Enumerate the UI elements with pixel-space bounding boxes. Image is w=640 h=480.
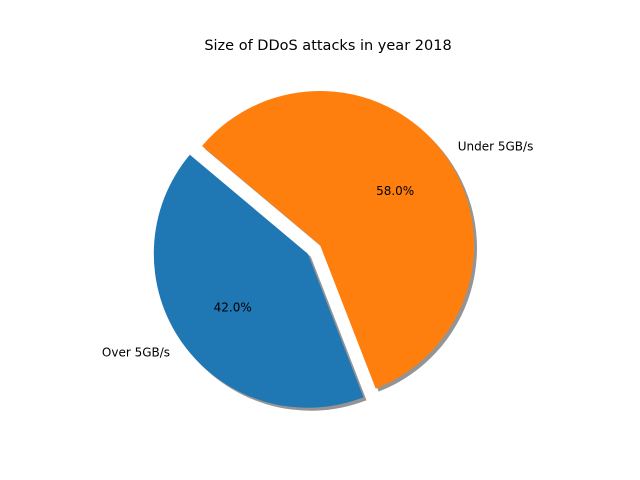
slice-under-5gb-s: [202, 90, 474, 389]
slice-label-under-5gb-s: Under 5GB/s: [458, 139, 534, 153]
slice-labels: Over 5GB/s 42.0% Under 5GB/s 58.0%: [102, 139, 533, 359]
slice-percent-over-5gb-s: 42.0%: [214, 301, 252, 315]
slice-percent-under-5gb-s: 58.0%: [376, 184, 414, 198]
slices: [153, 90, 474, 408]
slice-over-5gb-s: [153, 154, 364, 408]
slice-label-over-5gb-s: Over 5GB/s: [102, 345, 170, 359]
chart-title: Size of DDoS attacks in year 2018: [204, 38, 451, 54]
